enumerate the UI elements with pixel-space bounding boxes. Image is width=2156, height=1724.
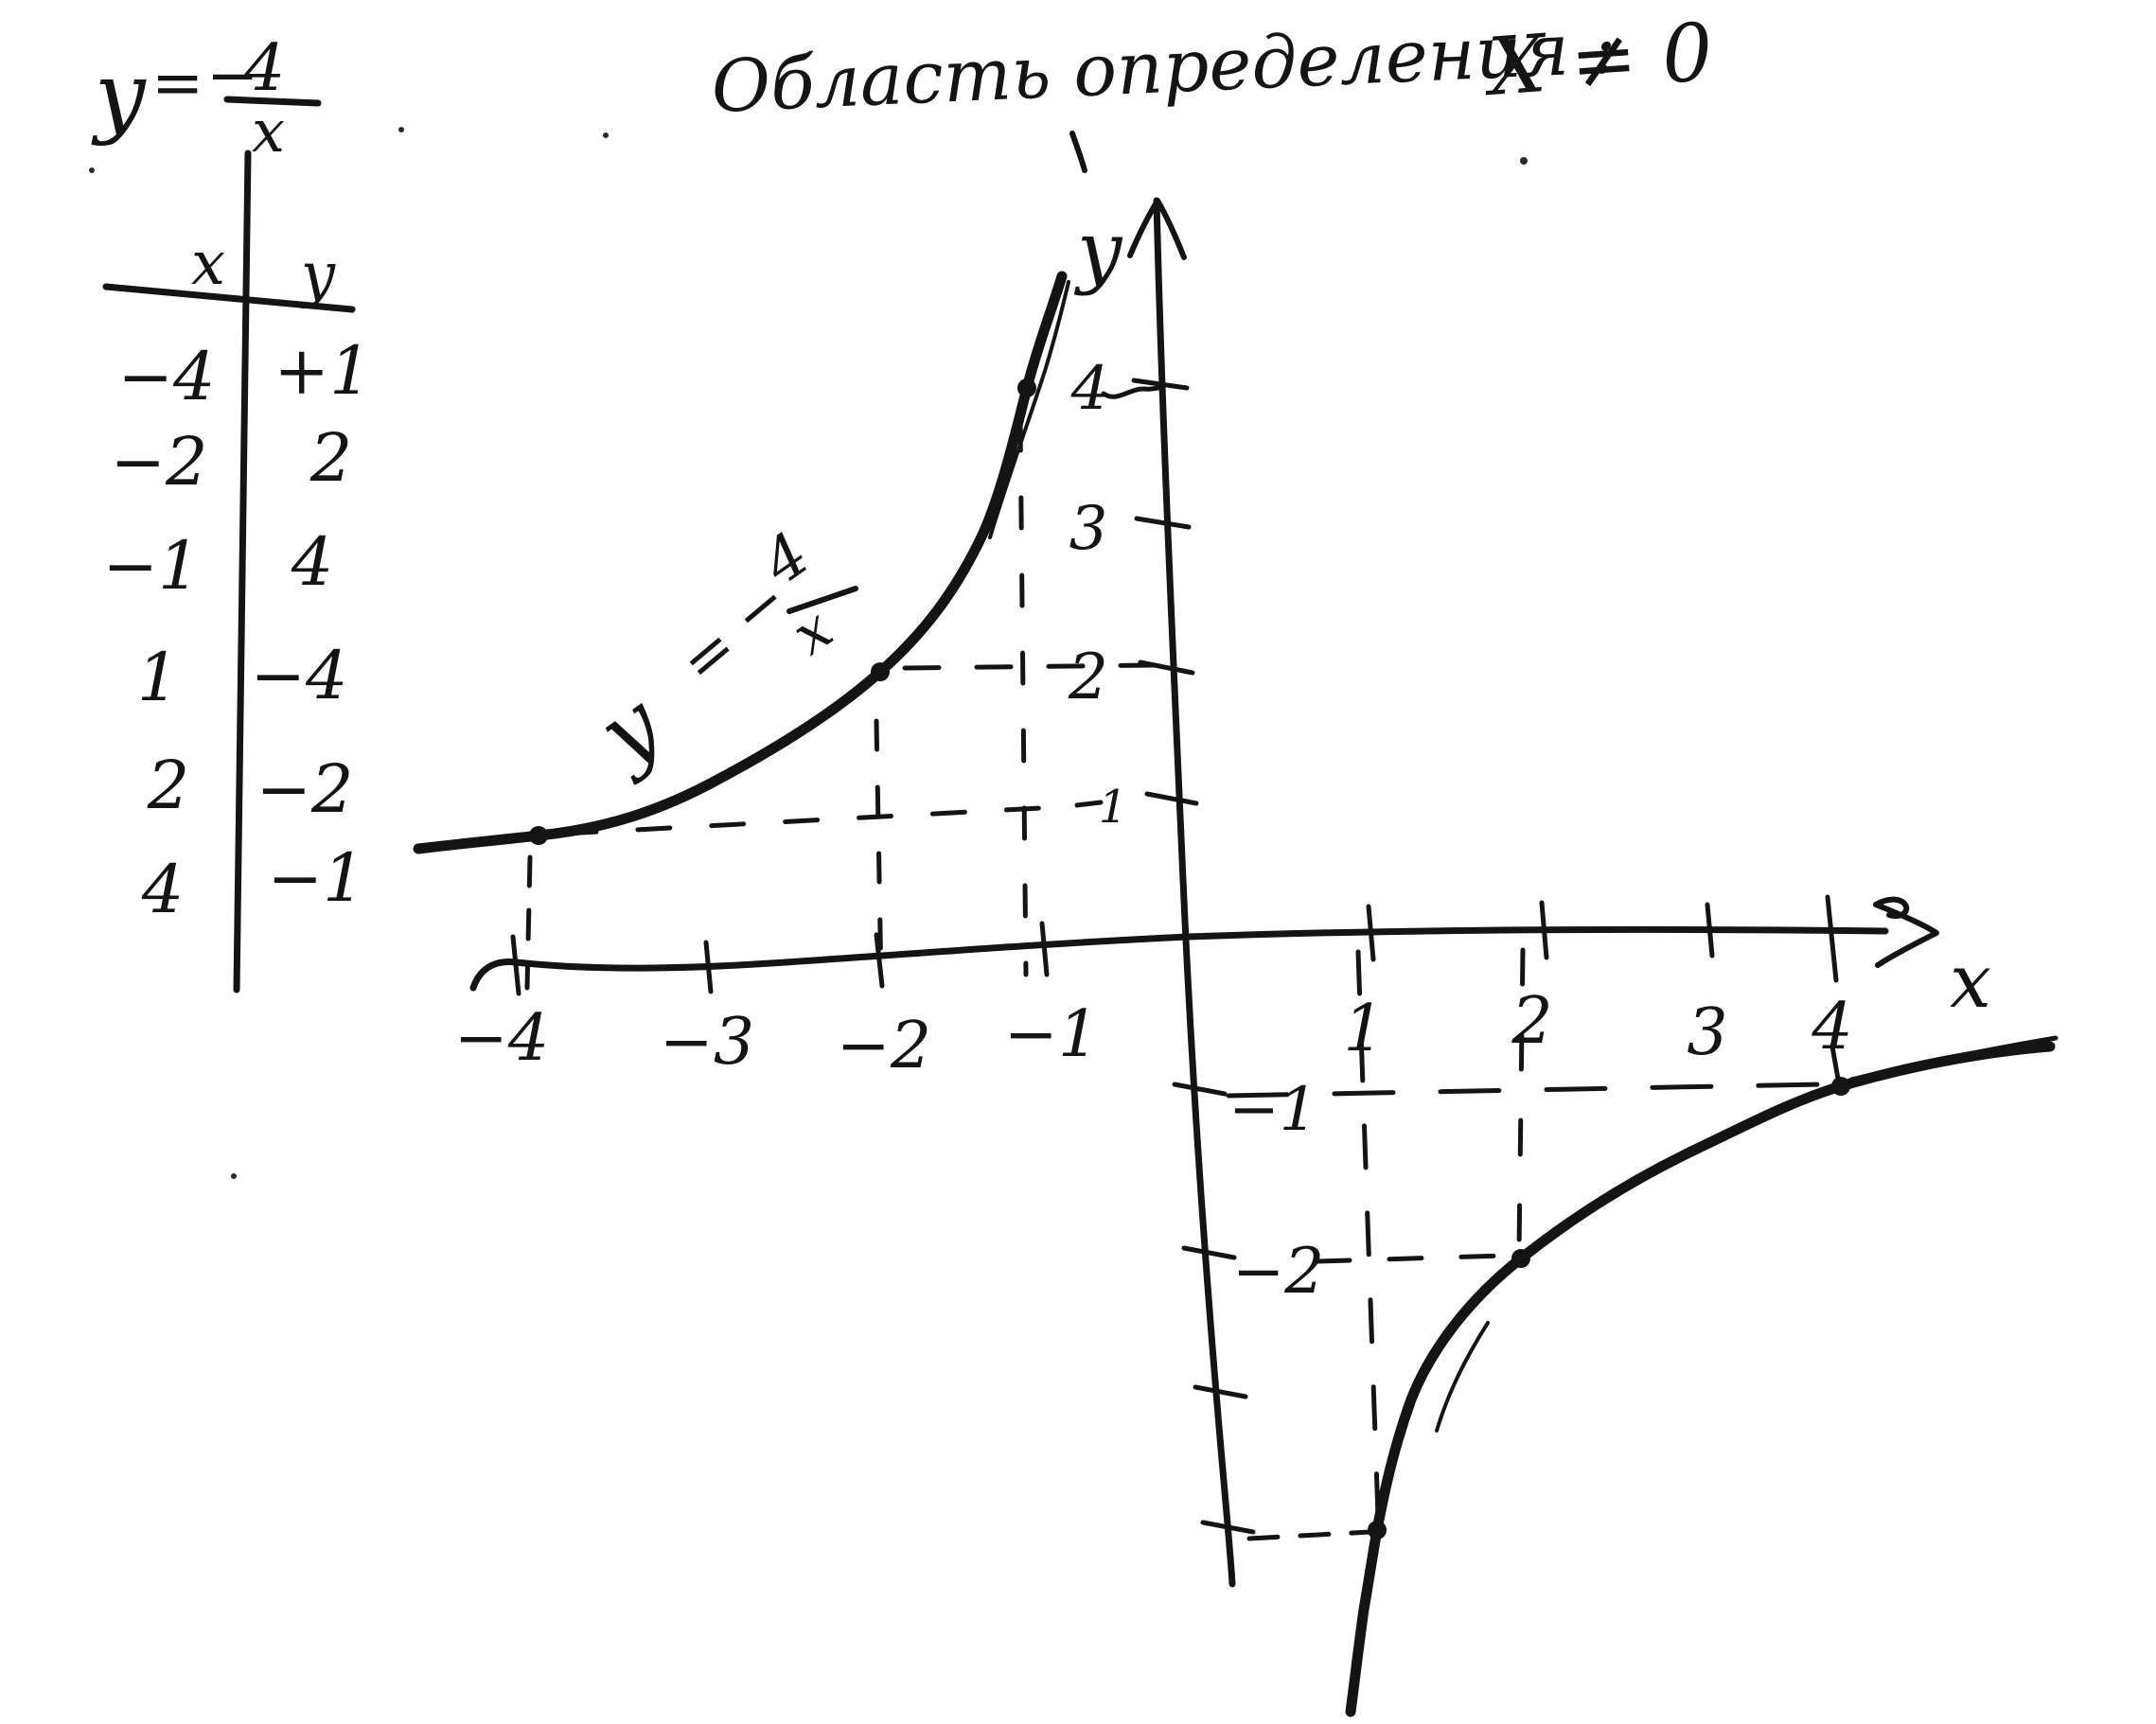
table-cell-x: 4: [141, 851, 185, 928]
x-tick-label-neg-4: −4: [454, 1001, 549, 1076]
x-tick-neg-3: [703, 940, 714, 994]
table-row: 4 −1: [141, 839, 365, 928]
table-cell-x: −1: [102, 527, 200, 605]
value-table: x y −4 +1 −2 2 −1 4 1 −4 2 −2 4 −1: [102, 150, 372, 994]
y-axis-line: [1153, 197, 1236, 1588]
y-tick-neg-4: [1200, 1520, 1256, 1535]
paper-speck: [1520, 157, 1528, 165]
guide-horizontal-y-pos-2: [902, 662, 1156, 671]
table-header-y: y: [298, 240, 336, 310]
pen-stray-stroke: [1069, 131, 1087, 173]
data-point-neg2-2: [871, 662, 890, 681]
data-point-4-neg1: [1831, 1077, 1850, 1096]
paper-speck: [89, 167, 95, 173]
data-point-neg4-1: [529, 826, 548, 845]
paper-speck: [398, 127, 404, 132]
table-header-x: x: [191, 229, 225, 299]
formula-equals: =: [151, 46, 203, 119]
hyperbola-lower-retrace-stroke: [1848, 1035, 2059, 1082]
y-tick-neg-3: [1193, 1384, 1248, 1399]
paper-speck: [603, 132, 609, 138]
guide-horizontal-y-neg-4: [1246, 1529, 1373, 1541]
guide-horizontal-y-pos-1: [561, 803, 1078, 836]
table-row: 1 −4: [137, 637, 348, 716]
x-axis-arrowhead: [1873, 896, 1939, 968]
x-tick-label-pos-2: 2: [1511, 984, 1552, 1059]
table-cell-x: −2: [110, 423, 207, 501]
table-cell-y: −2: [256, 750, 353, 828]
x-tick-label-pos-3: 3: [1687, 995, 1727, 1070]
y-tick-4-squiggle: [1101, 384, 1165, 399]
x-tick-pos-2: [1539, 900, 1549, 960]
table-cell-y: +1: [274, 332, 371, 410]
y-tick-pos-3: [1134, 516, 1192, 530]
data-point-1-neg4: [1368, 1521, 1387, 1539]
y-tick-label-pos-2: 2: [1068, 641, 1108, 713]
table-header-rule: [102, 283, 356, 313]
x-tick-neg-1: [1039, 921, 1050, 977]
data-point-2-neg2: [1511, 1249, 1530, 1268]
hyperbola-upper-retrace-stroke: [988, 280, 1070, 539]
table-cell-x: 2: [147, 747, 190, 824]
domain-condition: X ≠ 0: [1480, 6, 1716, 114]
hyperbola-branch-upper-left: [413, 271, 1068, 854]
y-tick-label-pos-4: 4: [1070, 354, 1110, 424]
y-axis-label: y: [1073, 204, 1123, 297]
y-tick-pos-1: [1144, 791, 1199, 806]
y-tick-label-pos-3: 3: [1069, 494, 1108, 564]
guide-horizontal-y-neg-2: [1315, 1253, 1508, 1264]
y-label-1-dash: [1074, 800, 1104, 808]
table-row: −4 +1: [117, 332, 371, 415]
x-tick-label-neg-1: −1: [1004, 997, 1099, 1072]
x-tick-label-neg-3: −3: [660, 1005, 754, 1080]
y-tick-pos-4: [1131, 378, 1190, 391]
x-tick-pos-1: [1366, 904, 1376, 962]
table-cell-x: −4: [117, 338, 215, 415]
table-cell-y: 4: [291, 523, 334, 601]
table-row: −1 4: [102, 523, 333, 605]
y-axis-arrowhead: [1127, 198, 1187, 260]
x-tick-neg-2: [874, 932, 885, 989]
x-axis-label: x: [1950, 940, 1991, 1025]
x-tick-neg-4: [510, 934, 521, 996]
curve-label-fraction-bar: [786, 586, 858, 614]
table-cell-y: −4: [250, 637, 347, 714]
table-row: −2 2: [110, 419, 352, 501]
table-cell-x: 1: [137, 639, 180, 716]
x-tick-label-neg-2: −2: [837, 1009, 931, 1083]
guide-vertical-x-neg-4: [524, 854, 533, 991]
y-tick-label-neg-2: −2: [1232, 1235, 1324, 1308]
y-tick-neg-1: [1172, 1082, 1228, 1097]
curve-label-equals: =: [667, 612, 751, 698]
formula-y: y: [91, 44, 147, 148]
formula-fraction-bar: [223, 96, 322, 107]
guide-vertical-x-neg-2: [874, 718, 884, 985]
curve-annotation: y = − 4 x: [577, 519, 858, 787]
y-tick-label-neg-1: −1: [1228, 1075, 1317, 1145]
x-tick-pos-4: [1825, 894, 1839, 983]
formula-top-left: y = − 4 x: [91, 31, 322, 166]
data-point-neg1-4: [1017, 378, 1036, 397]
table-cell-y: −1: [267, 839, 364, 917]
table-row: 2 −2: [147, 747, 354, 828]
guide-vertical-x-pos-4: [1829, 1044, 1841, 1082]
formula-denominator: x: [252, 97, 285, 166]
y-tick-neg-2: [1181, 1245, 1237, 1260]
curve-label-denominator: x: [780, 596, 844, 669]
hyperbola-lower-retrace-stroke-2: [1435, 1321, 1490, 1433]
page-title: Область определения :: [710, 5, 1617, 129]
y-tick-label-pos-1: 1: [1099, 781, 1128, 834]
table-cell-y: 2: [309, 419, 353, 497]
guide-vertical-x-neg-1: [1017, 417, 1029, 977]
table-column-divider: [233, 150, 252, 994]
guide-vertical-x-pos-1: [1355, 949, 1381, 1519]
x-axis-line: [469, 925, 1889, 992]
x-tick-pos-3: [1705, 902, 1715, 959]
curve-label-y: y: [577, 674, 680, 787]
formula-numerator: 4: [243, 31, 285, 106]
paper-speck: [231, 1173, 237, 1179]
